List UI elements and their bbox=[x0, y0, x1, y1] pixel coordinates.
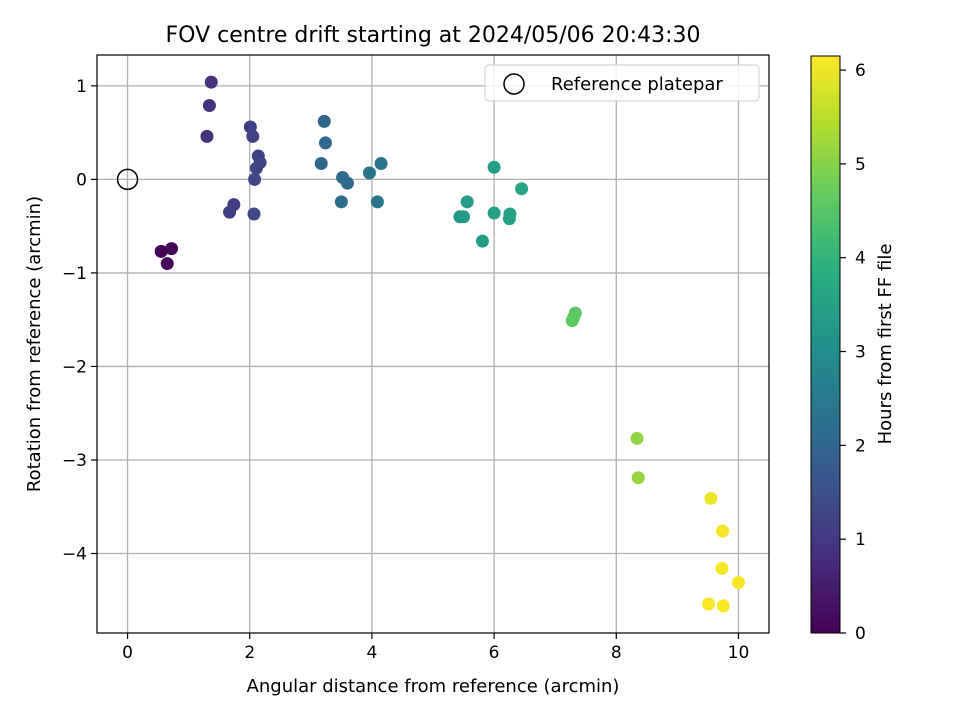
data-point bbox=[460, 195, 474, 209]
data-point bbox=[704, 491, 718, 505]
colorbar-label: Hours from first FF file bbox=[875, 244, 896, 445]
data-point bbox=[716, 524, 730, 538]
colorbar-tick-label: 0 bbox=[855, 624, 866, 644]
data-point bbox=[457, 210, 471, 224]
data-point bbox=[370, 195, 384, 209]
colorbar-ticks: 0 1 2 3 4 5 6 bbox=[840, 61, 866, 644]
x-tick-label: 4 bbox=[366, 643, 377, 663]
data-point bbox=[374, 156, 388, 170]
data-point bbox=[340, 176, 354, 190]
colorbar-tick-label: 2 bbox=[855, 436, 866, 456]
y-tick-label: 1 bbox=[76, 77, 87, 97]
colorbar-tick-label: 5 bbox=[855, 155, 866, 175]
data-point bbox=[204, 75, 218, 89]
data-point bbox=[630, 431, 644, 445]
y-axis-label: Rotation from reference (arcmin) bbox=[24, 196, 45, 492]
legend-reference-marker bbox=[503, 73, 525, 95]
data-point bbox=[702, 597, 716, 611]
data-point bbox=[475, 234, 489, 248]
data-point bbox=[200, 129, 214, 143]
grid bbox=[97, 55, 769, 633]
data-point bbox=[223, 205, 237, 219]
legend-entry-reference-platepar: Reference platepar bbox=[551, 74, 723, 95]
x-tick-label: 2 bbox=[244, 643, 255, 663]
y-tick-label: −4 bbox=[62, 545, 87, 565]
data-point bbox=[246, 129, 260, 143]
data-point bbox=[202, 99, 216, 113]
data-points bbox=[154, 75, 745, 613]
chart-title: FOV centre drift starting at 2024/05/06 … bbox=[166, 23, 701, 48]
data-point bbox=[715, 561, 729, 575]
data-point bbox=[160, 257, 174, 271]
data-point bbox=[731, 575, 745, 589]
x-axis-label: Angular distance from reference (arcmin) bbox=[247, 676, 620, 697]
y-tick-label: −2 bbox=[62, 357, 87, 377]
data-point bbox=[247, 207, 261, 221]
data-point bbox=[334, 195, 348, 209]
data-point bbox=[248, 172, 262, 186]
data-point bbox=[154, 244, 168, 258]
data-point bbox=[317, 114, 331, 128]
data-point bbox=[565, 314, 579, 328]
reference-platepar-marker bbox=[116, 168, 139, 191]
colorbar-tick-label: 6 bbox=[855, 61, 866, 81]
data-point bbox=[631, 471, 645, 485]
data-point bbox=[318, 136, 332, 150]
data-point bbox=[165, 242, 179, 256]
y-tick-label: 0 bbox=[76, 170, 87, 190]
data-point bbox=[362, 166, 376, 180]
colorbar-tick-label: 4 bbox=[855, 249, 866, 269]
x-tick-label: 6 bbox=[489, 643, 500, 663]
legend: Reference platepar bbox=[484, 64, 760, 102]
data-point bbox=[249, 161, 263, 175]
colorbar: 0 1 2 3 4 5 6 Hours from first FF file bbox=[810, 55, 896, 644]
y-tick-label: −3 bbox=[62, 451, 87, 471]
y-axis-ticks: 1 0 −1 −2 −3 −4 bbox=[62, 77, 97, 565]
x-axis-ticks: 0 2 4 6 8 10 bbox=[122, 633, 749, 663]
y-tick-label: −1 bbox=[62, 264, 87, 284]
plot-frame bbox=[96, 54, 770, 634]
data-point bbox=[716, 599, 730, 613]
data-point bbox=[314, 156, 328, 170]
x-tick-label: 8 bbox=[611, 643, 622, 663]
colorbar-gradient bbox=[810, 55, 841, 634]
data-point bbox=[487, 160, 501, 174]
legend-box bbox=[484, 64, 760, 102]
colorbar-tick-label: 1 bbox=[855, 530, 866, 550]
x-tick-label: 10 bbox=[728, 643, 750, 663]
data-point bbox=[515, 182, 529, 196]
data-point bbox=[487, 206, 501, 220]
x-tick-label: 0 bbox=[122, 643, 133, 663]
data-point bbox=[502, 212, 516, 226]
colorbar-tick-label: 3 bbox=[855, 343, 866, 363]
